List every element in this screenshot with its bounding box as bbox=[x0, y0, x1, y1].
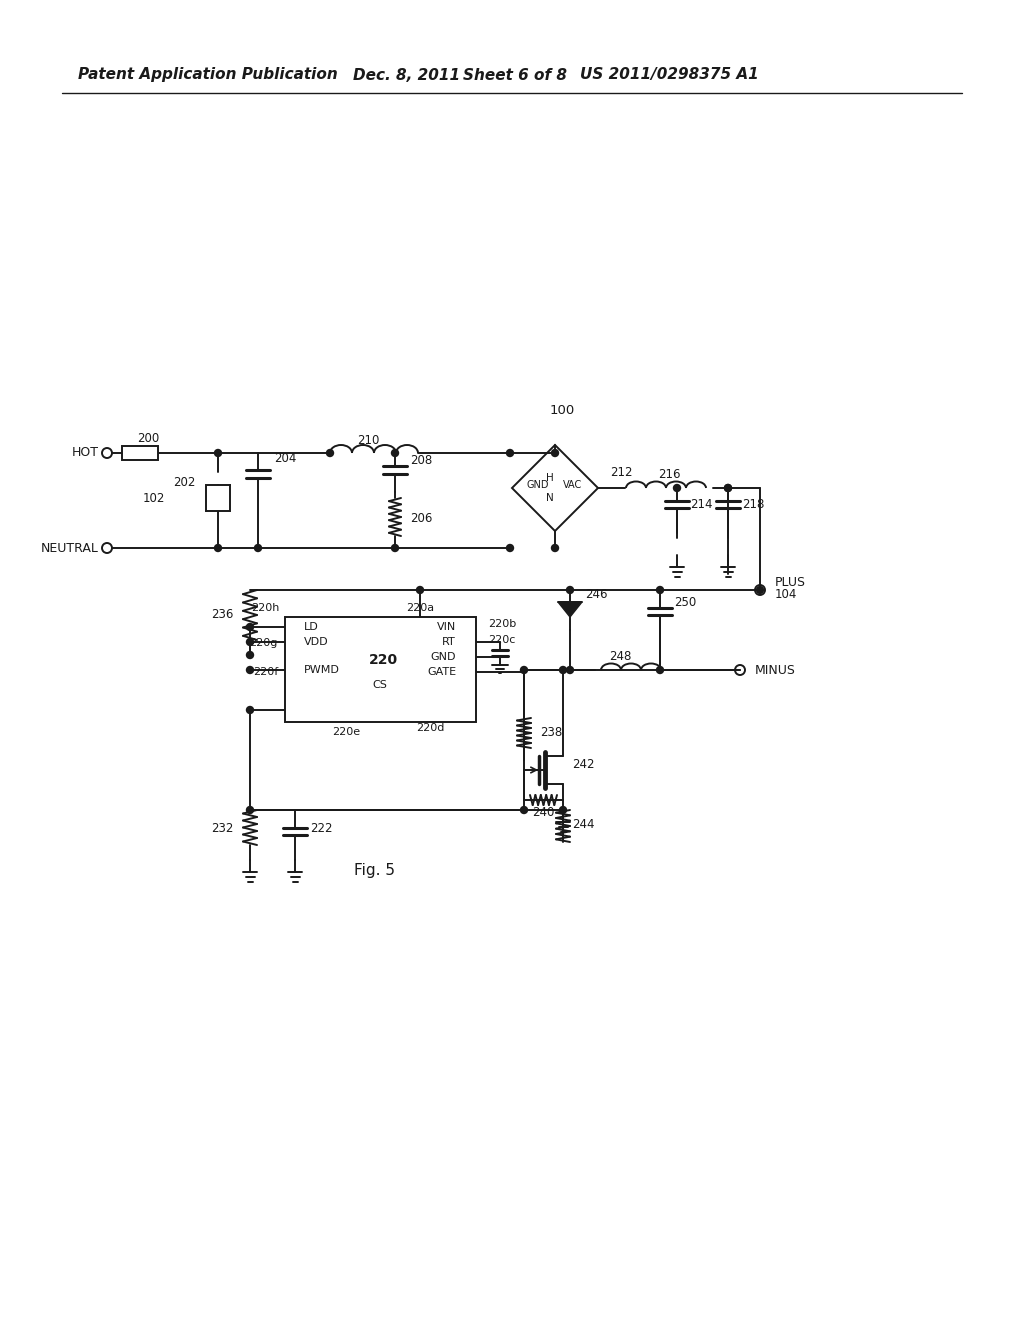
Text: 100: 100 bbox=[549, 404, 574, 417]
Text: RT: RT bbox=[442, 638, 456, 647]
Text: VAC: VAC bbox=[563, 480, 583, 490]
Text: 220: 220 bbox=[369, 653, 397, 667]
Bar bbox=[122, 446, 158, 459]
Bar bbox=[285, 616, 476, 722]
Text: GND: GND bbox=[526, 480, 549, 490]
Text: H: H bbox=[546, 473, 554, 483]
Circle shape bbox=[247, 667, 254, 673]
Text: Sheet 6 of 8: Sheet 6 of 8 bbox=[463, 67, 567, 82]
Text: 236: 236 bbox=[212, 609, 234, 622]
Text: GND: GND bbox=[430, 652, 456, 663]
Circle shape bbox=[552, 544, 558, 552]
Circle shape bbox=[255, 544, 261, 552]
Text: 208: 208 bbox=[410, 454, 432, 466]
Circle shape bbox=[507, 544, 513, 552]
Circle shape bbox=[247, 623, 254, 631]
Circle shape bbox=[520, 807, 527, 813]
Circle shape bbox=[507, 450, 513, 457]
Text: 244: 244 bbox=[572, 818, 595, 832]
Text: 220d: 220d bbox=[416, 723, 444, 733]
Text: Patent Application Publication: Patent Application Publication bbox=[78, 67, 338, 82]
Text: VDD: VDD bbox=[304, 638, 329, 647]
Text: 220g: 220g bbox=[250, 638, 278, 648]
Text: 102: 102 bbox=[143, 491, 165, 504]
Circle shape bbox=[552, 450, 558, 457]
Text: 220c: 220c bbox=[488, 635, 515, 645]
Text: 212: 212 bbox=[610, 466, 633, 479]
Text: PLUS: PLUS bbox=[775, 576, 806, 589]
Text: 104: 104 bbox=[775, 589, 798, 602]
Circle shape bbox=[757, 586, 764, 594]
Bar bbox=[206, 484, 230, 511]
Text: PWMD: PWMD bbox=[304, 665, 340, 675]
Text: Fig. 5: Fig. 5 bbox=[354, 862, 395, 878]
Text: 204: 204 bbox=[274, 451, 296, 465]
Circle shape bbox=[725, 484, 731, 491]
Text: 214: 214 bbox=[690, 499, 713, 511]
Text: 210: 210 bbox=[356, 433, 379, 446]
Circle shape bbox=[391, 544, 398, 552]
Circle shape bbox=[327, 450, 334, 457]
Circle shape bbox=[391, 450, 398, 457]
Text: 246: 246 bbox=[585, 589, 607, 602]
Text: HOT: HOT bbox=[72, 446, 99, 459]
Text: MINUS: MINUS bbox=[755, 664, 796, 676]
Text: 238: 238 bbox=[540, 726, 562, 738]
Text: LD: LD bbox=[304, 622, 318, 632]
Circle shape bbox=[247, 807, 254, 813]
Text: N: N bbox=[546, 492, 554, 503]
Text: 218: 218 bbox=[742, 499, 764, 511]
Text: 242: 242 bbox=[572, 759, 595, 771]
Text: CS: CS bbox=[373, 680, 387, 690]
Circle shape bbox=[247, 706, 254, 714]
Circle shape bbox=[247, 652, 254, 659]
Text: 206: 206 bbox=[410, 511, 432, 524]
Circle shape bbox=[725, 484, 731, 491]
Circle shape bbox=[674, 484, 681, 491]
Circle shape bbox=[247, 639, 254, 645]
Text: 248: 248 bbox=[609, 651, 631, 664]
Text: VIN: VIN bbox=[437, 622, 456, 632]
Text: 220b: 220b bbox=[488, 619, 516, 630]
Text: 250: 250 bbox=[674, 595, 696, 609]
Circle shape bbox=[214, 450, 221, 457]
Circle shape bbox=[566, 586, 573, 594]
Text: 240: 240 bbox=[531, 805, 554, 818]
Circle shape bbox=[566, 667, 573, 673]
Circle shape bbox=[520, 667, 527, 673]
Circle shape bbox=[656, 586, 664, 594]
Text: 232: 232 bbox=[212, 821, 234, 834]
Text: 220e: 220e bbox=[332, 727, 360, 737]
Polygon shape bbox=[558, 602, 582, 616]
Circle shape bbox=[656, 667, 664, 673]
Text: 200: 200 bbox=[137, 433, 159, 446]
Circle shape bbox=[417, 586, 424, 594]
Text: Dec. 8, 2011: Dec. 8, 2011 bbox=[353, 67, 460, 82]
Text: 220h: 220h bbox=[252, 603, 280, 612]
Circle shape bbox=[214, 544, 221, 552]
Text: US 2011/0298375 A1: US 2011/0298375 A1 bbox=[580, 67, 759, 82]
Text: 220f: 220f bbox=[253, 667, 278, 677]
Text: NEUTRAL: NEUTRAL bbox=[41, 541, 99, 554]
Text: 220a: 220a bbox=[406, 603, 434, 612]
Circle shape bbox=[559, 667, 566, 673]
Text: 216: 216 bbox=[657, 469, 680, 482]
Text: 202: 202 bbox=[174, 477, 196, 490]
Circle shape bbox=[559, 807, 566, 813]
Text: 222: 222 bbox=[310, 821, 333, 834]
Text: GATE: GATE bbox=[427, 667, 456, 677]
